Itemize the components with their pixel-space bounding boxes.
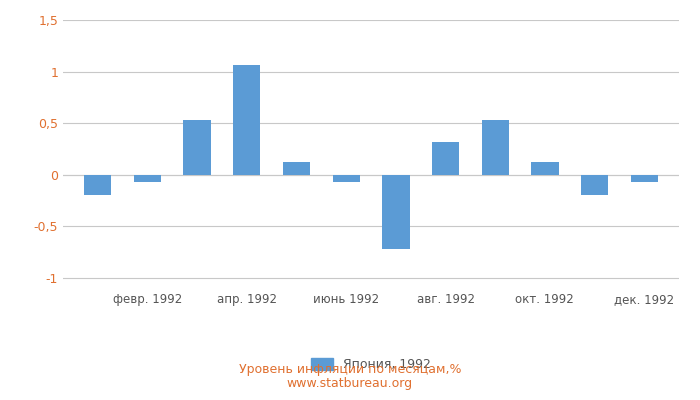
Text: www.statbureau.org: www.statbureau.org [287,377,413,390]
Bar [432,142,459,175]
Bar [581,175,608,195]
Bar [531,162,559,175]
Legend: Япония, 1992: Япония, 1992 [306,353,436,376]
Bar [332,175,360,182]
Text: Уровень инфляции по месяцам,%: Уровень инфляции по месяцам,% [239,364,461,376]
Bar [631,175,658,182]
Bar [84,175,111,195]
Bar [283,162,310,175]
Bar [482,120,509,175]
Bar [183,120,211,175]
Bar [382,175,410,249]
Bar [233,65,260,175]
Bar [134,175,161,182]
